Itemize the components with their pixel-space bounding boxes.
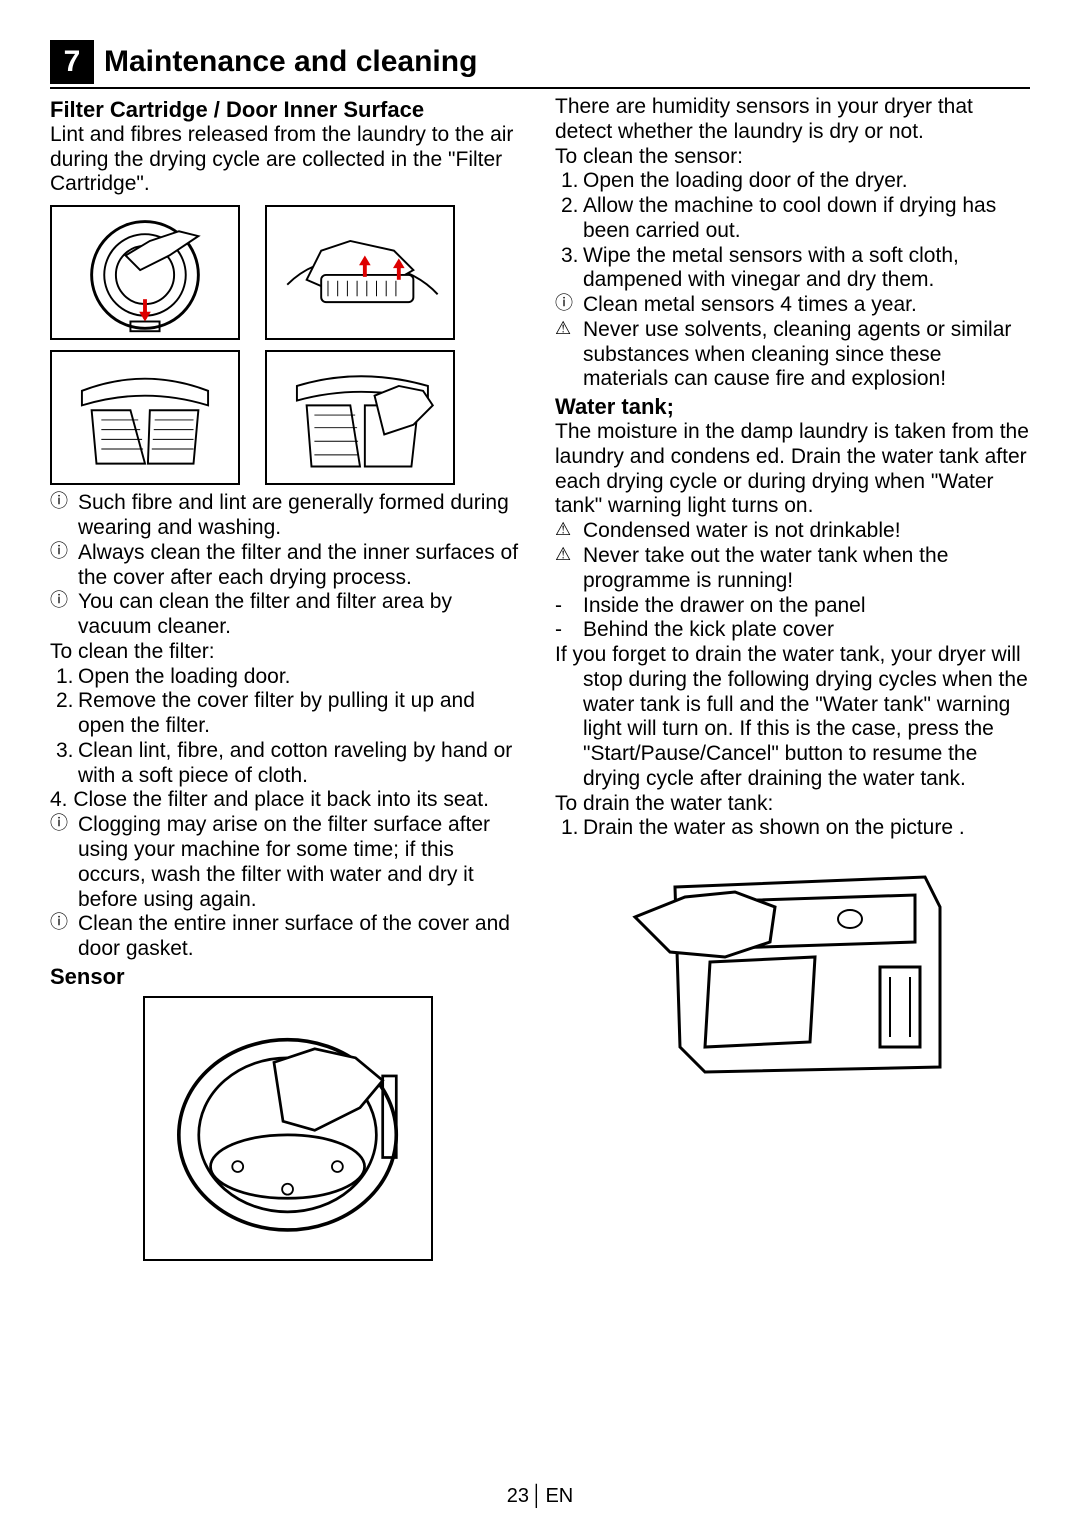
column-left: Filter Cartridge / Door Inner Surface Li… xyxy=(50,95,525,1261)
paragraph-hanging: If you forget to drain the water tank, y… xyxy=(555,643,1030,792)
paragraph-text: If you forget to drain the water tank, y… xyxy=(555,643,1030,792)
page-number: 23 xyxy=(507,1485,529,1507)
chapter-header: 7 Maintenance and cleaning xyxy=(50,40,1030,89)
figure-filter-4 xyxy=(265,350,455,485)
chapter-number-box: 7 xyxy=(50,40,94,84)
info-note: ⓘ You can clean the filter and filter ar… xyxy=(50,590,525,640)
dash-text: Behind the kick plate cover xyxy=(583,618,1030,643)
step-item: 1.Open the loading door. xyxy=(50,665,525,690)
note-text: Never use solvents, cleaning agents or s… xyxy=(583,318,1030,392)
info-note: ⓘ Always clean the filter and the inner … xyxy=(50,541,525,591)
step-text: Remove the cover filter by pulling it up… xyxy=(78,689,525,739)
info-note: ⓘ Clean the entire inner surface of the … xyxy=(50,912,525,962)
step-num: 1. xyxy=(555,816,583,841)
step-item: 3.Clean lint, fibre, and cotton raveling… xyxy=(50,739,525,789)
step-text: Clean lint, fibre, and cotton raveling b… xyxy=(78,739,525,789)
column-right: There are humidity sensors in your dryer… xyxy=(555,95,1030,1261)
water-tank-drain-icon xyxy=(615,847,965,1087)
warning-icon: ⚠ xyxy=(555,318,583,339)
paragraph: The moisture in the damp laundry is take… xyxy=(555,420,1030,519)
step-text: Open the loading door of the dryer. xyxy=(583,169,1030,194)
filter-open-icon xyxy=(52,352,238,483)
filter-figures-grid xyxy=(50,205,470,485)
step-text: Drain the water as shown on the picture … xyxy=(583,816,1030,841)
note-text: You can clean the filter and filter area… xyxy=(78,590,525,640)
chapter-number: 7 xyxy=(64,45,81,79)
dash-item: - Behind the kick plate cover xyxy=(555,618,1030,643)
label-to-clean-sensor: To clean the sensor: xyxy=(555,145,1030,170)
step-item: 2.Allow the machine to cool down if dryi… xyxy=(555,194,1030,244)
warning-note: ⚠ Condensed water is not drinkable! xyxy=(555,519,1030,544)
warning-note: ⚠ Never use solvents, cleaning agents or… xyxy=(555,318,1030,392)
figure-filter-2 xyxy=(265,205,455,340)
info-icon: ⓘ xyxy=(50,590,78,611)
note-text: Always clean the filter and the inner su… xyxy=(78,541,525,591)
figure-water-tank xyxy=(615,847,965,1087)
filter-clean-icon xyxy=(267,352,453,483)
step-num: 2. xyxy=(50,689,78,714)
chapter-title: Maintenance and cleaning xyxy=(104,45,477,79)
label-to-drain: To drain the water tank: xyxy=(555,792,1030,817)
step-num: 3. xyxy=(50,739,78,764)
page-footer: 23│EN xyxy=(0,1485,1080,1508)
note-text: Clean metal sensors 4 times a year. xyxy=(583,293,1030,318)
filter-pull-icon xyxy=(267,207,453,338)
note-text: Such fibre and lint are generally formed… xyxy=(78,491,525,541)
note-text: Clogging may arise on the filter surface… xyxy=(78,813,525,912)
dryer-door-icon xyxy=(52,207,238,338)
step-4-unindented: 4. Close the filter and place it back in… xyxy=(50,788,525,813)
steps-clean-filter: 1.Open the loading door. 2.Remove the co… xyxy=(50,665,525,789)
info-note: ⓘ Clogging may arise on the filter surfa… xyxy=(50,813,525,912)
heading-sensor: Sensor xyxy=(50,964,525,990)
step-text: Wipe the metal sensors with a soft cloth… xyxy=(583,244,1030,294)
dash-icon: - xyxy=(555,594,583,619)
paragraph: There are humidity sensors in your dryer… xyxy=(555,95,1030,145)
step-num: 2. xyxy=(555,194,583,219)
page-lang: EN xyxy=(545,1485,573,1507)
note-text: Clean the entire inner surface of the co… xyxy=(78,912,525,962)
step-text: Allow the machine to cool down if drying… xyxy=(583,194,1030,244)
step-text: Open the loading door. xyxy=(78,665,525,690)
info-icon: ⓘ xyxy=(50,813,78,834)
warning-note: ⚠ Never take out the water tank when the… xyxy=(555,544,1030,594)
warning-icon: ⚠ xyxy=(555,519,583,540)
info-note: ⓘ Such fibre and lint are generally form… xyxy=(50,491,525,541)
paragraph: Lint and fibres released from the laundr… xyxy=(50,123,525,197)
info-icon: ⓘ xyxy=(555,293,583,314)
step-num: 1. xyxy=(555,169,583,194)
note-text: Never take out the water tank when the p… xyxy=(583,544,1030,594)
info-icon: ⓘ xyxy=(50,541,78,562)
step-item: 2.Remove the cover filter by pulling it … xyxy=(50,689,525,739)
step-num: 3. xyxy=(555,244,583,269)
heading-filter-cartridge: Filter Cartridge / Door Inner Surface xyxy=(50,97,525,123)
sensor-clean-icon xyxy=(156,1008,419,1248)
info-note: ⓘ Clean metal sensors 4 times a year. xyxy=(555,293,1030,318)
step-num: 1. xyxy=(50,665,78,690)
warning-icon: ⚠ xyxy=(555,544,583,565)
heading-water-tank: Water tank; xyxy=(555,394,1030,420)
step-item: 3.Wipe the metal sensors with a soft clo… xyxy=(555,244,1030,294)
step-item: 1.Drain the water as shown on the pictur… xyxy=(555,816,1030,841)
footer-separator: │ xyxy=(531,1485,544,1507)
steps-clean-sensor: 1.Open the loading door of the dryer. 2.… xyxy=(555,169,1030,293)
figure-sensor xyxy=(143,996,433,1261)
info-icon: ⓘ xyxy=(50,912,78,933)
dash-text: Inside the drawer on the panel xyxy=(583,594,1030,619)
figure-filter-3 xyxy=(50,350,240,485)
dash-item: - Inside the drawer on the panel xyxy=(555,594,1030,619)
note-text: Condensed water is not drinkable! xyxy=(583,519,1030,544)
info-icon: ⓘ xyxy=(50,491,78,512)
dash-icon: - xyxy=(555,618,583,643)
steps-drain: 1.Drain the water as shown on the pictur… xyxy=(555,816,1030,841)
content-columns: Filter Cartridge / Door Inner Surface Li… xyxy=(50,95,1030,1261)
step-item: 1.Open the loading door of the dryer. xyxy=(555,169,1030,194)
label-to-clean-filter: To clean the filter: xyxy=(50,640,525,665)
figure-filter-1 xyxy=(50,205,240,340)
